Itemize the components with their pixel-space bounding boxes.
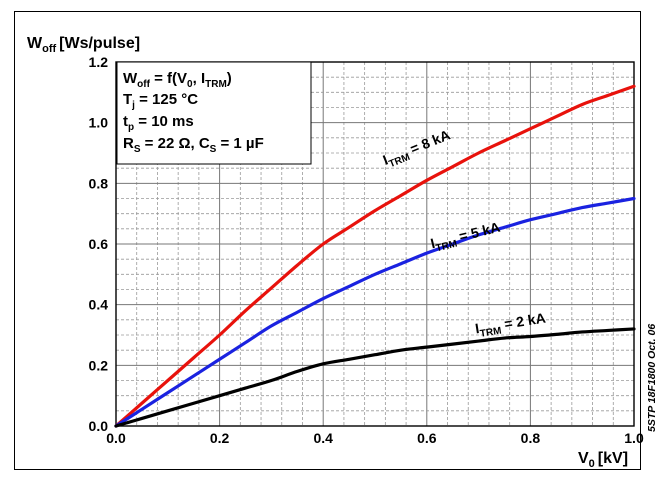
- x-tick-label: 0.8: [521, 430, 541, 446]
- plot-border: [115, 61, 635, 427]
- watermark-text: 5STP 18F1800 Oct. 06: [646, 324, 658, 432]
- param-line-2: Tj = 125 °C: [123, 91, 198, 111]
- y-tick-label: 1.0: [89, 115, 109, 131]
- series-lines: [114, 84, 636, 428]
- x-tick-label: 0.4: [313, 430, 333, 446]
- y-tick-label: 1.2: [89, 54, 109, 70]
- series-label-3: ITRM = 2 kA: [474, 310, 547, 341]
- series-labels: ITRM = 8 kA ITRM = 5 kA ITRM = 2 kA: [380, 126, 547, 341]
- x-tick-label: 1.0: [624, 430, 644, 446]
- x-tick-label: 0.0: [106, 430, 126, 446]
- y-tick-label: 0.0: [89, 418, 109, 434]
- x-tick-label: 0.2: [210, 430, 230, 446]
- y-tick-label: 0.2: [89, 357, 109, 373]
- param-line-4: RS = 22 Ω, CS = 1 µF: [123, 135, 264, 155]
- y-tick-label: 0.4: [89, 297, 109, 313]
- x-tick-label: 0.6: [417, 430, 437, 446]
- series-line-2: [114, 196, 636, 428]
- series-line-3: [114, 327, 636, 428]
- series-label-1: ITRM = 8 kA: [380, 126, 453, 171]
- axes: [115, 61, 635, 427]
- param-line-1: Woff = f(V0, ITRM): [123, 70, 232, 90]
- y-tick-label: 0.8: [89, 175, 109, 191]
- y-tick-label: 0.6: [89, 236, 109, 252]
- x-axis-label: V0 [kV]: [578, 450, 628, 470]
- series-label-2: ITRM = 5 kA: [429, 219, 503, 256]
- series-line-1: [114, 84, 636, 428]
- param-line-3: tp = 10 ms: [123, 113, 194, 133]
- y-axis-label: Woff [Ws/pulse]: [27, 35, 140, 55]
- parameter-box: Woff = f(V0, ITRM) Tj = 125 °C tp = 10 m…: [116, 61, 312, 165]
- tick-labels: 0.0 0.2 0.4 0.6 0.8 1.0 0.0 0.2 0.4 0.6 0.8 1.0 1.2: [89, 54, 644, 446]
